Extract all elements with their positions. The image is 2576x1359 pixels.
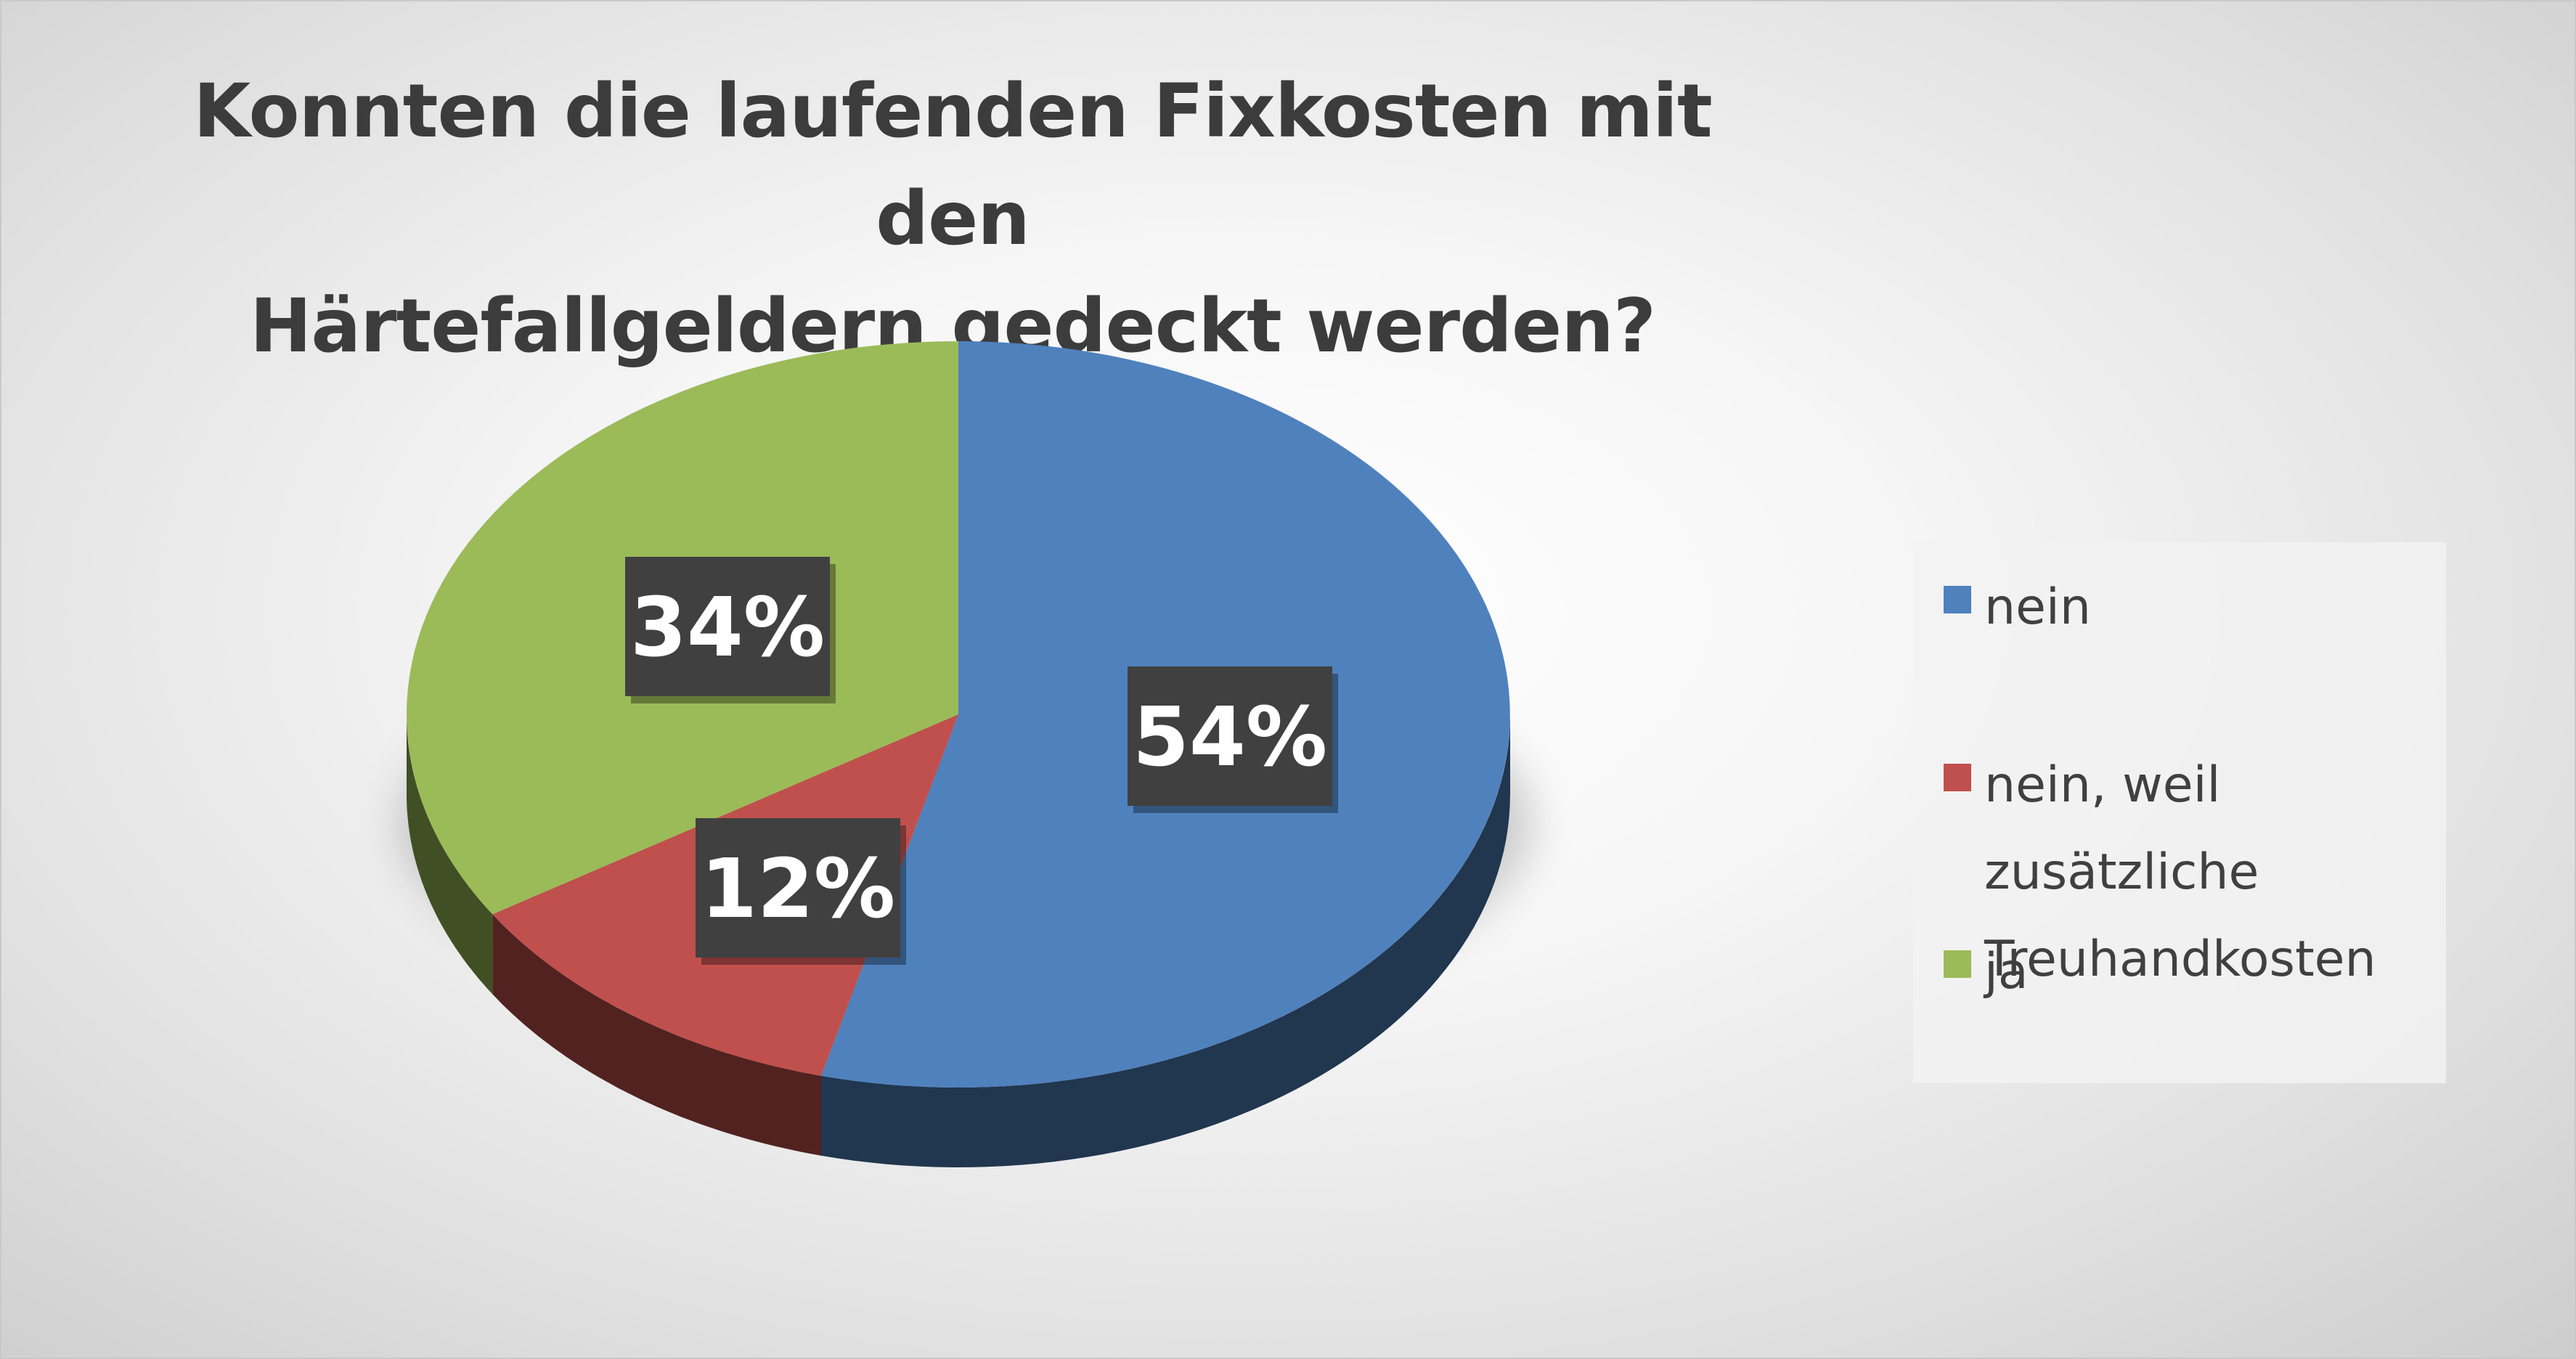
legend-swatch-ja — [1944, 950, 1971, 978]
legend: nein nein, weil zusätzliche Treuhandkost… — [1913, 542, 2446, 1083]
data-label-0: 54% — [1128, 666, 1338, 813]
legend-label-ja: ja — [1984, 943, 2029, 1000]
legend-label-nein: nein — [1984, 579, 2091, 636]
legend-item-nein-treuhand: nein, weil zusätzliche Treuhandkosten — [1944, 742, 2446, 1003]
data-label-box — [625, 557, 830, 696]
data-label-1: 12% — [696, 818, 906, 965]
data-label-box — [1128, 666, 1332, 806]
legend-swatch-nein — [1944, 586, 1971, 613]
legend-swatch-nein-treuhand — [1944, 764, 1971, 791]
data-label-box — [696, 818, 900, 958]
data-label-2: 34% — [625, 557, 836, 703]
legend-item-nein: nein — [1944, 564, 2091, 651]
chart-title-line-1: Konnten die laufenden Fixkosten mit den — [193, 68, 1713, 262]
pie-slice-side-1 — [492, 914, 821, 1156]
chart-title: Konnten die laufenden Fixkosten mit den … — [118, 58, 1788, 380]
pie-slice-side-0 — [821, 714, 1510, 1167]
legend-item-ja: ja — [1944, 929, 2029, 1016]
data-label-text: 12% — [701, 842, 895, 936]
data-label-text: 54% — [1133, 690, 1327, 785]
data-label-text: 34% — [630, 581, 825, 675]
legend-label-nein-treuhand: nein, weil zusätzliche Treuhandkosten — [1984, 756, 2376, 988]
pie-slice-side-2 — [407, 714, 493, 995]
